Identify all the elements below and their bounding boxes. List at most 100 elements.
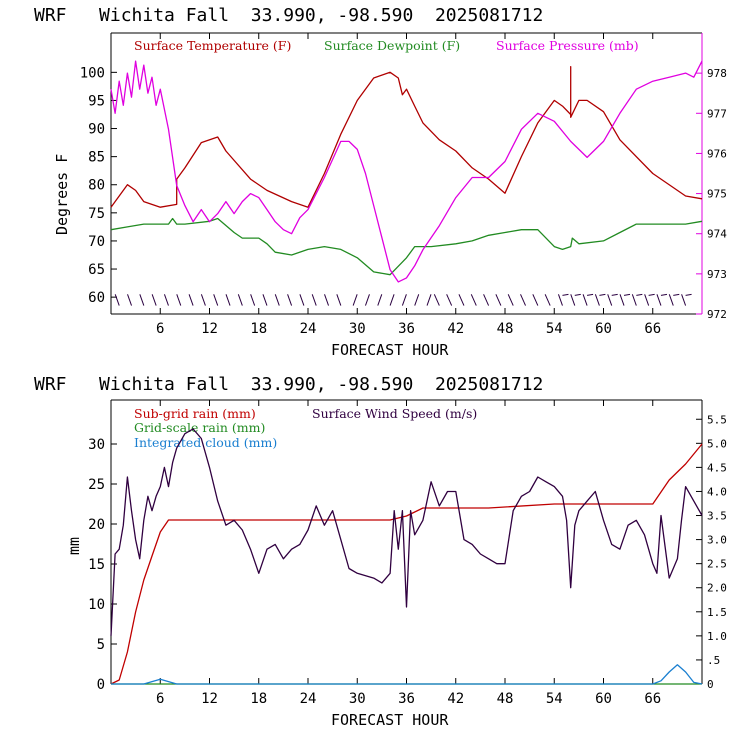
wind-barb bbox=[433, 294, 440, 306]
top-y2-tick-label: 973 bbox=[707, 268, 727, 281]
wind-barb bbox=[311, 294, 317, 306]
bottom-x-tick-label: 36 bbox=[398, 691, 415, 707]
top-y-axis-label: Degrees F bbox=[53, 154, 71, 235]
top-y2-tick-label: 976 bbox=[707, 147, 727, 160]
bottom-y-tick-label: 0 bbox=[97, 677, 105, 693]
legend-integrated-cloud: Integrated cloud (mm) bbox=[134, 435, 277, 450]
legend-grid-scale-rain: Grid-scale rain (mm) bbox=[134, 420, 265, 435]
wind-barb bbox=[483, 294, 490, 306]
bottom-y-tick-label: 25 bbox=[88, 477, 105, 493]
legend-surface-wind-speed: Surface Wind Speed (m/s) bbox=[312, 406, 477, 421]
bottom-y-tick-label: 5 bbox=[97, 637, 105, 653]
bottom-y2-tick-label: 0 bbox=[707, 678, 714, 691]
top-x-tick-label: 54 bbox=[546, 321, 563, 337]
wind-barb bbox=[594, 294, 600, 306]
wind-barb-flag bbox=[611, 293, 618, 296]
top-y2-tick-label: 978 bbox=[707, 67, 727, 80]
bottom-y-tick-label: 20 bbox=[88, 517, 105, 533]
bottom-y-tick-label: 10 bbox=[88, 597, 105, 613]
wind-barb bbox=[544, 294, 551, 306]
legend-sub-grid-rain: Sub-grid rain (mm) bbox=[134, 406, 256, 421]
bottom-x-tick-label: 6 bbox=[156, 691, 164, 707]
bottom-y2-tick-label: 4.0 bbox=[707, 485, 727, 498]
bottom-y2-tick-label: 4.5 bbox=[707, 461, 727, 474]
bottom-y2-tick-label: .5 bbox=[707, 654, 720, 667]
top-y2-tick-label: 972 bbox=[707, 308, 727, 321]
top-x-tick-label: 30 bbox=[349, 321, 366, 337]
wind-barb bbox=[631, 294, 637, 306]
legend-surface-pressure: Surface Pressure (mb) bbox=[496, 38, 639, 53]
bottom-x-tick-label: 60 bbox=[595, 691, 612, 707]
wind-barb bbox=[237, 294, 243, 306]
wind-barb bbox=[557, 294, 563, 306]
wind-barb-flag bbox=[685, 293, 692, 296]
wind-barb bbox=[352, 294, 358, 306]
top-y-tick-label: 60 bbox=[88, 290, 105, 306]
top-x-tick-label: 6 bbox=[156, 321, 164, 337]
bottom-x-axis-label: FORECAST HOUR bbox=[331, 711, 449, 729]
bottom-chart-legend: Sub-grid rain (mm) Grid-scale rain (mm) … bbox=[134, 406, 477, 450]
plot-layer: 6 12 18 24 30 36 42 48 54 60 666065707580859095100… bbox=[80, 32, 727, 707]
wind-barb bbox=[213, 294, 219, 306]
wind-barb bbox=[426, 294, 432, 306]
bottom-x-tick-label: 48 bbox=[497, 691, 514, 707]
legend-surface-dewpoint: Surface Dewpoint (F) bbox=[324, 38, 460, 53]
wind-barb bbox=[582, 294, 588, 306]
wind-barb-flag bbox=[587, 293, 594, 296]
wind-barb bbox=[619, 294, 625, 306]
wind-barb bbox=[364, 294, 370, 306]
wind-barb bbox=[188, 294, 194, 306]
bottom-y2-tick-label: 3.5 bbox=[707, 510, 727, 523]
wind-barb bbox=[389, 294, 395, 306]
bottom-y2-tick-label: 1.5 bbox=[707, 606, 727, 619]
top-x-tick-label: 18 bbox=[250, 321, 267, 337]
bottom-y-axis-label: mm bbox=[65, 537, 83, 555]
top-x-axis-label: FORECAST HOUR bbox=[331, 341, 449, 359]
wind-barb-flag bbox=[623, 293, 631, 296]
bottom-x-tick-label: 12 bbox=[201, 691, 218, 707]
top-x-tick-label: 66 bbox=[644, 321, 661, 337]
bottom-y2-tick-label: 2.5 bbox=[707, 558, 727, 571]
legend-surface-temperature: Surface Temperature (F) bbox=[134, 38, 291, 53]
wind-barb bbox=[250, 294, 256, 306]
top-x-tick-label: 48 bbox=[497, 321, 514, 337]
bottom-y2-tick-label: 3.0 bbox=[707, 534, 727, 547]
wind-barb bbox=[377, 294, 383, 306]
bottom-x-tick-label: 18 bbox=[250, 691, 267, 707]
wind-barb-flag bbox=[562, 293, 569, 296]
wind-barb bbox=[225, 294, 231, 306]
top-chart-legend: Surface Temperature (F) Surface Dewpoint… bbox=[134, 38, 639, 53]
wind-barb-flag bbox=[599, 293, 606, 296]
wind-barb bbox=[458, 294, 465, 306]
wind-barb bbox=[570, 294, 576, 306]
bottom-y2-tick-label: 5.5 bbox=[707, 413, 727, 426]
bottom-x-tick-label: 42 bbox=[447, 691, 464, 707]
bottom-x-tick-label: 66 bbox=[644, 691, 661, 707]
wind-barb bbox=[139, 294, 145, 306]
wind-barb bbox=[520, 294, 526, 306]
series-surface-pressure bbox=[110, 60, 703, 283]
top-y2-tick-label: 975 bbox=[707, 188, 727, 201]
wind-barb bbox=[127, 294, 132, 306]
wind-barb bbox=[644, 294, 650, 306]
series-sub-grid-rain bbox=[110, 443, 703, 685]
bottom-y2-tick-label: 5.0 bbox=[707, 437, 727, 450]
top-x-tick-label: 60 bbox=[595, 321, 612, 337]
wind-barb bbox=[262, 294, 268, 306]
bottom-y-tick-label: 30 bbox=[88, 437, 105, 453]
bottom-x-tick-label: 54 bbox=[546, 691, 563, 707]
wind-barb bbox=[200, 294, 206, 306]
top-y-tick-label: 100 bbox=[80, 65, 105, 81]
top-chart-title: WRF Wichita Fall 33.990, -98.590 2025081… bbox=[34, 5, 543, 26]
wind-barb-flag bbox=[673, 293, 680, 296]
top-x-tick-label: 24 bbox=[300, 321, 317, 337]
top-y-tick-label: 95 bbox=[88, 93, 105, 109]
wind-barb bbox=[324, 294, 329, 306]
wind-barb bbox=[274, 294, 280, 306]
top-y-tick-label: 75 bbox=[88, 206, 105, 222]
top-y-tick-label: 85 bbox=[88, 150, 105, 166]
series-surface-dewpoint bbox=[110, 217, 703, 276]
top-x-tick-label: 42 bbox=[447, 321, 464, 337]
bottom-x-tick-label: 24 bbox=[300, 691, 317, 707]
